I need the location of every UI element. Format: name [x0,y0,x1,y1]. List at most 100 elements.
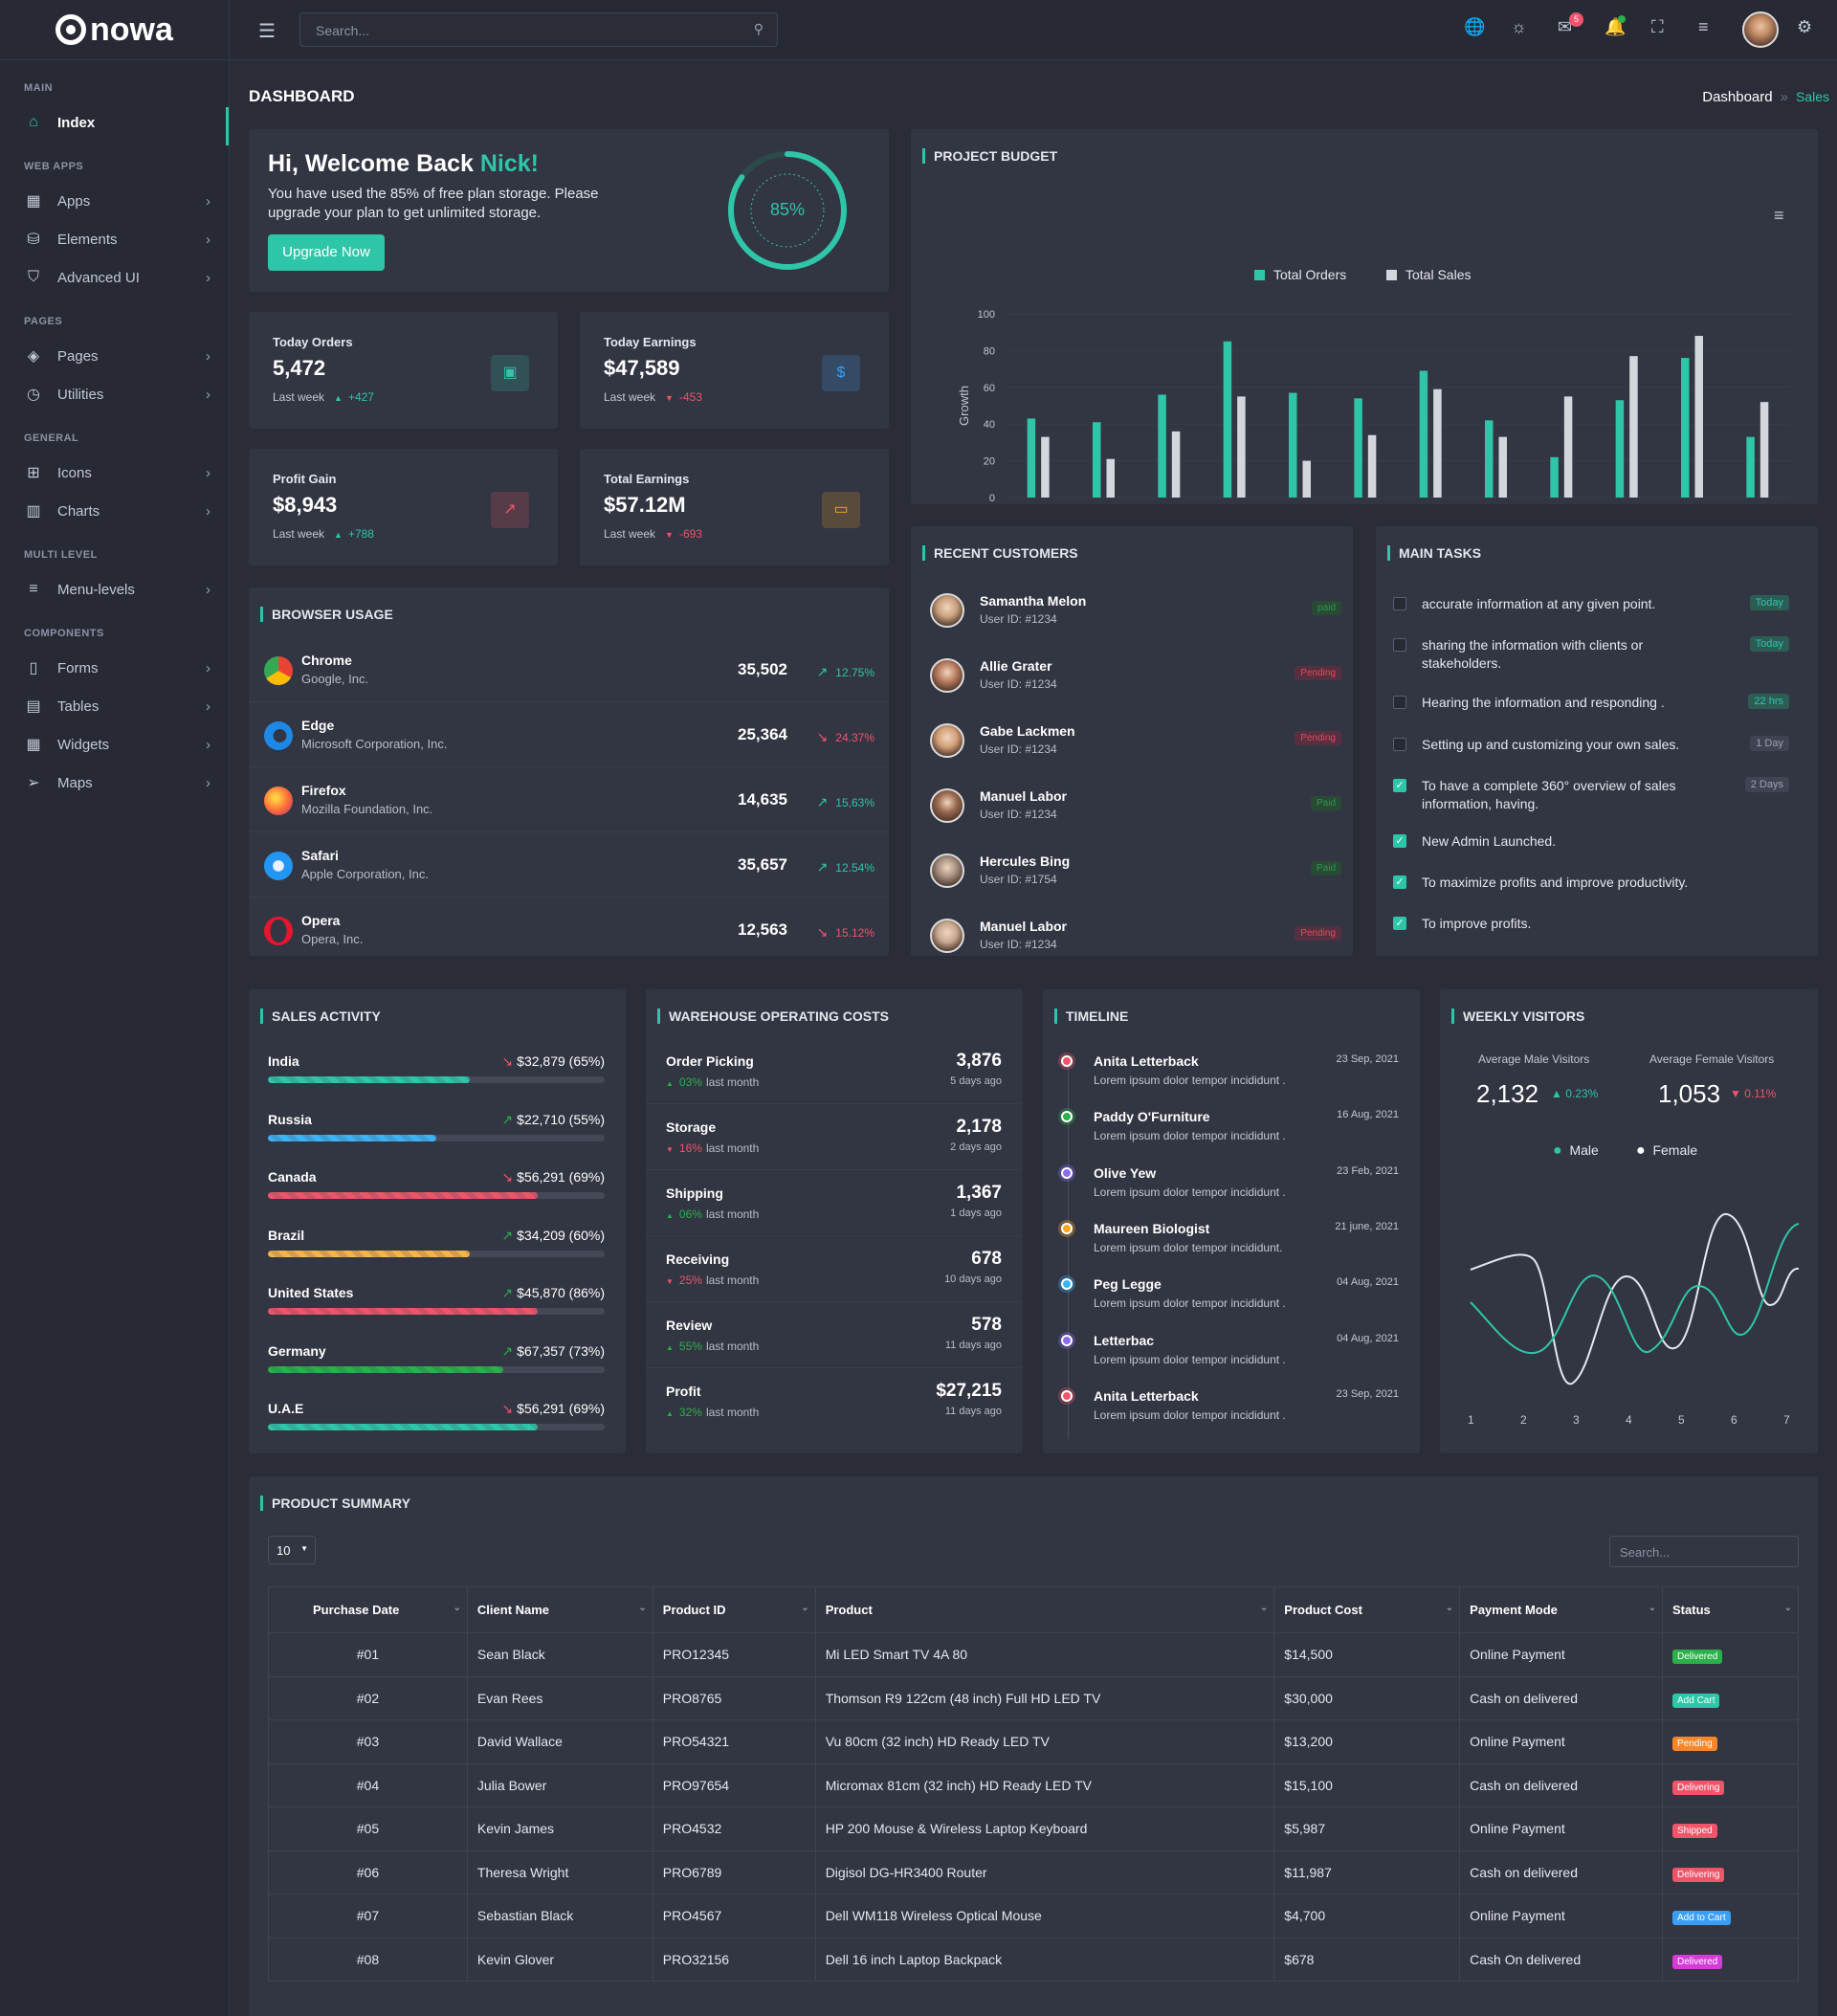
active-indicator [226,107,229,145]
stat-last-week: Last week ▲ +788 [273,527,374,541]
firefox-logo-icon [264,786,293,815]
table-row[interactable]: #02 Evan Rees PRO8765 Thomson R9 122cm (48 … [268,1675,1799,1720]
brand-logo[interactable]: nowa [0,0,229,60]
column-header[interactable]: Product ⌄ [814,1586,1275,1633]
table-row[interactable]: #07 Sebastian Black PRO4567 Dell WM118 Wire… [268,1894,1799,1938]
customer-row[interactable]: Samantha Melon User ID: #1234 paid [930,591,1341,639]
sidebar-item-utilities[interactable]: ◷ Utilities › [24,380,210,409]
warehouse-ago: 5 days ago [950,1075,1002,1087]
table-row[interactable]: #08 Kevin Glover PRO32156 Dell 16 inch Lapt… [268,1937,1799,1982]
sidebar-item-apps[interactable]: ▦ Apps › [24,187,210,215]
sidebar-item-forms[interactable]: ▯ Forms › [24,654,210,682]
table-row[interactable]: #01 Sean Black PRO12345 Mi LED Smart TV 4A … [268,1632,1799,1677]
chevron-right-icon: › [206,581,210,598]
customer-row[interactable]: Allie Grater User ID: #1234 Pending [930,656,1341,704]
table-header-row: Purchase Date ⌄ Client Name ⌄ Product ID ⌄ Pro… [268,1586,1799,1633]
task-checkbox[interactable] [1393,597,1406,610]
sidebar-item-menu-levels[interactable]: ≡ Menu-levels › [24,575,210,604]
task-text: To improve profits. [1422,916,1532,931]
browser-row: Firefox Mozilla Foundation, Inc. 14,635 ↗ 15… [249,767,889,832]
sidebar-item-advanced-ui[interactable]: ⛉ Advanced UI › [24,263,210,292]
sales-row: Brazil ↗ $34,209 (60%) [268,1228,605,1257]
sidebar-item-icons[interactable]: ⊞ Icons › [24,458,210,487]
weekly-visitors-card: WEEKLY VISITORS Average Male Visitors 2,… [1440,989,1818,1453]
cell-status: Add to Cart [1662,1894,1799,1938]
browser-percent: ↗ 12.75% [817,664,874,680]
task-checkbox[interactable] [1393,738,1406,751]
chevron-right-icon: › [206,231,210,248]
sidebar-item-elements[interactable]: ⛁ Elements › [24,225,210,254]
sidebar-item-pages[interactable]: ◈ Pages › [24,342,210,370]
sales-progress-fill [268,1192,538,1199]
sales-progress-track [268,1308,605,1315]
customer-row[interactable]: Hercules Bing User ID: #1754 Paid [930,852,1341,899]
task-checkbox[interactable]: ✓ [1393,917,1406,930]
sidebar-toggle-icon[interactable]: ≡ [1698,17,1709,36]
column-header[interactable]: Product Cost ⌄ [1273,1586,1461,1633]
sales-row: U.A.E ↘ $56,291 (69%) [268,1401,605,1430]
task-checkbox[interactable]: ✓ [1393,875,1406,889]
task-checkbox[interactable] [1393,638,1406,652]
table-row[interactable]: #04 Julia Bower PRO97654 Micromax 81cm (32 … [268,1762,1799,1807]
fullscreen-icon[interactable]: ⛶ [1651,17,1664,36]
cell-pid: PRO54321 [652,1719,816,1764]
column-header[interactable]: Product ID ⌄ [652,1586,816,1633]
upgrade-button[interactable]: Upgrade Now [268,234,385,271]
bar-total-orders [1485,420,1494,498]
customer-row[interactable]: Manuel Labor User ID: #1234 Pending [930,917,1341,964]
browser-value: 14,635 [738,790,787,809]
sales-amount: $56,291 (69%) [517,1169,605,1185]
sidebar-item-index[interactable]: ⌂ Index [24,108,210,137]
home-icon: ⌂ [29,114,38,130]
cell-mode: Online Payment [1459,1719,1664,1764]
warehouse-title: WAREHOUSE OPERATING COSTS [657,1008,889,1024]
male-series-line [1470,1223,1800,1355]
hamburger-icon[interactable]: ☰ [258,21,276,42]
column-header[interactable]: Client Name ⌄ [466,1586,653,1633]
task-checkbox[interactable]: ✓ [1393,834,1406,848]
y-tick-label: 80 [984,345,995,357]
sidebar-item-tables[interactable]: ▤ Tables › [24,692,210,720]
sidebar-item-widgets[interactable]: ▦ Widgets › [24,730,210,759]
customer-avatar [930,919,964,953]
mail-icon[interactable]: ✉ [1558,17,1573,36]
search-input[interactable]: Search... ⚲ [299,12,778,47]
page-size-select[interactable]: 10 ▼ [268,1536,316,1564]
task-checkbox[interactable] [1393,696,1406,709]
customer-row[interactable]: Manuel Labor User ID: #1234 Paid [930,786,1341,834]
customer-row[interactable]: Gabe Lackmen User ID: #1234 Pending [930,721,1341,769]
table-row[interactable]: #05 Kevin James PRO4532 HP 200 Mouse & Wire… [268,1806,1799,1851]
stat-last-week: Last week ▼ -693 [604,527,702,541]
breadcrumb-dashboard[interactable]: Dashboard [1702,89,1773,105]
table-search-input[interactable]: Search... [1609,1536,1799,1567]
globe-icon[interactable]: 🌐 [1464,17,1486,36]
sort-icon: ⌄ [1445,1603,1454,1613]
warehouse-ago: 10 days ago [944,1274,1002,1285]
cell-pid: PRO4567 [652,1894,816,1938]
warehouse-item-name: Shipping [666,1185,723,1201]
search-icon[interactable]: ⚲ [753,21,764,36]
gear-icon[interactable]: ⚙ [1797,17,1813,36]
timeline-date: 23 Sep, 2021 [1336,1053,1399,1065]
warehouse-pct: 06% [678,1207,702,1221]
column-header[interactable]: Payment Mode ⌄ [1459,1586,1664,1633]
table-row[interactable]: #06 Theresa Wright PRO6789 Digisol DG-HR340… [268,1850,1799,1894]
column-header[interactable]: Status ⌄ [1662,1586,1799,1633]
page-title: DASHBOARD [249,87,355,105]
x-tick-label: 4 [1626,1413,1632,1427]
sun-icon[interactable]: ☼ [1511,17,1527,36]
warehouse-row: Shipping ▲ 06% last month 1,367 1 days ago [646,1171,1021,1236]
task-checkbox[interactable]: ✓ [1393,779,1406,792]
column-header[interactable]: Purchase Date ⌄ [268,1586,468,1633]
bar-total-orders [1289,392,1297,498]
browser-value: 35,502 [738,660,787,678]
chart-menu-icon[interactable]: ≡ [1774,206,1784,225]
sidebar-item-maps[interactable]: ➢ Maps › [24,768,210,797]
main-tasks-card: MAIN TASKS accurate information at any g… [1376,526,1818,956]
user-avatar[interactable] [1742,11,1779,48]
table-row[interactable]: #03 David Wallace PRO54321 Vu 80cm (32 inch… [268,1719,1799,1764]
stat-label: Today Earnings [604,335,697,349]
sales-progress-track [268,1192,605,1199]
sidebar-item-label: Forms [57,659,99,676]
sidebar-item-charts[interactable]: ▥ Charts › [24,497,210,525]
